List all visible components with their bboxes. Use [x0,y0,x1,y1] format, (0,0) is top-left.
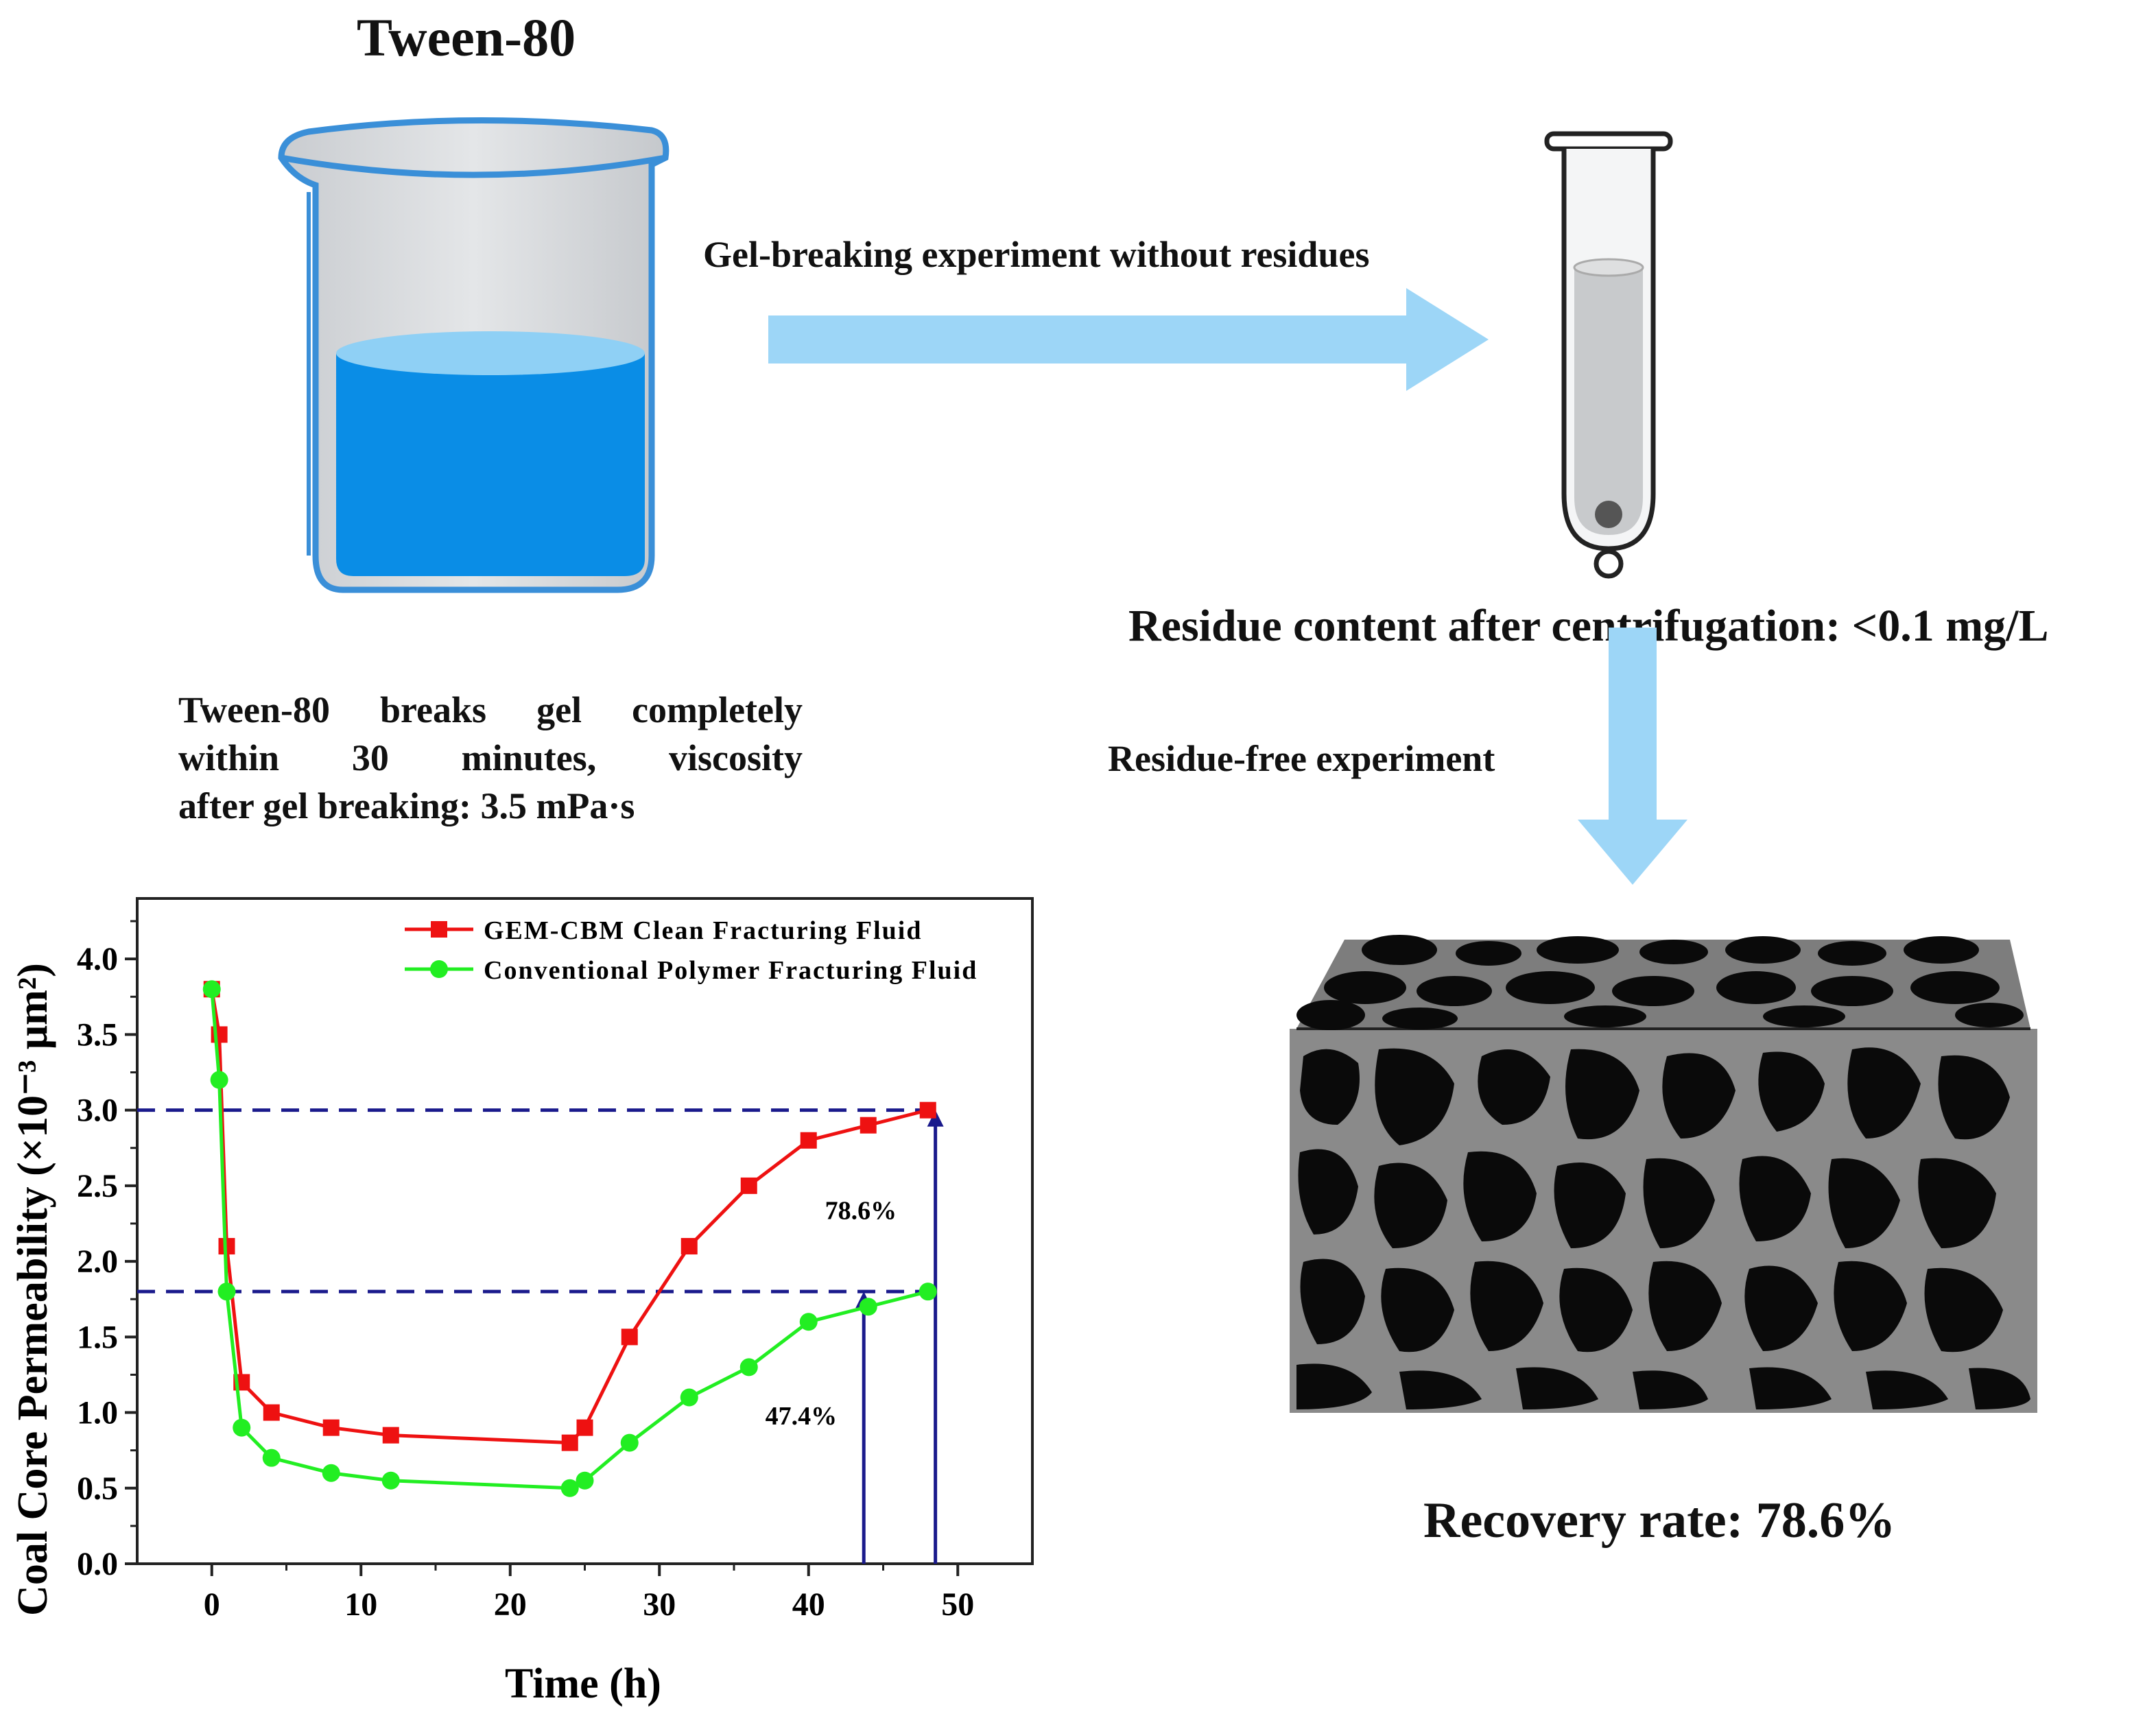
beaker-icon [278,117,670,593]
y-axis-label: Coal Core Permeability (×10⁻³ μm²) [10,963,56,1616]
coal-core-block-icon [1290,935,2037,1413]
series-0-point [800,1132,817,1149]
x-tick-label: 40 [792,1586,825,1623]
y-tick-label: 2.0 [77,1243,118,1280]
series-1-point [560,1479,579,1497]
series-line-0 [210,988,929,1445]
series-0-point [860,1117,877,1134]
legend-marker-1 [430,960,448,978]
x-tick-label: 20 [494,1586,527,1623]
series-1-point [859,1298,877,1316]
residue-content-label: Residue content after centrifugation: <0… [1128,601,2049,651]
y-tick-label: 3.0 [77,1093,118,1129]
series-0-point [621,1328,638,1346]
percent-annotation: 47.4% [766,1402,838,1431]
title-tween-80: Tween-80 [357,8,576,67]
series-1-point [262,1449,281,1467]
test-tube-icon [1544,131,1673,579]
y-tick-label: 4.0 [77,941,118,977]
legend-marker-0 [431,921,447,938]
series-1-point [739,1358,758,1377]
gel-breaking-label: Gel-breaking experiment without residues [703,234,1370,275]
x-tick-label: 30 [643,1586,676,1623]
x-tick-label: 50 [941,1586,974,1623]
x-tick-label: 10 [344,1586,377,1623]
percent-annotation: 78.6% [825,1196,897,1225]
permeability-chart: 0 10 20 30 40 50 0.0 0.5 1.0 1.5 2.0 2.5 3.0 3.5 4.0 7… [10,897,1034,1707]
y-tick-label: 2.5 [77,1168,118,1204]
series-1-point [202,980,221,999]
series-0-point [680,1238,698,1255]
recovery-rate-label: Recovery rate: 78.6% [1423,1492,1896,1549]
tween-desc-line-3: after gel breaking: 3.5 mPa·s [178,785,635,826]
legend-label-1: Conventional Polymer Fracturing Fluid [484,956,978,985]
series-1-point [381,1471,400,1490]
beaker-liquid [336,337,645,576]
beaker-liquid-surface [336,331,645,375]
series-0-point [740,1177,757,1194]
series-0-point [561,1434,578,1451]
series-1-point [799,1313,818,1331]
x-axis-label: Time (h) [505,1660,661,1707]
series-1-point [919,1283,937,1301]
series-0-point [382,1427,399,1444]
series-1-point [210,1071,228,1089]
series-1-point [233,1418,251,1437]
x-tick-label: 0 [204,1586,220,1623]
tween-description: Tween-80 breaks gel completely within 30… [178,686,803,830]
y-tick-label: 3.5 [77,1016,118,1053]
series-0-point [322,1419,340,1436]
series-1-point [620,1433,639,1452]
arrow-right-icon [768,288,1489,391]
tween-desc-line-2: within 30 minutes, viscosity [178,737,803,778]
y-tick-label: 0.0 [77,1546,118,1582]
series-0-point [919,1101,936,1119]
series-0-point [576,1419,593,1436]
tween-desc-line-1: Tween-80 breaks gel completely [178,689,803,730]
arrow-down-icon [1578,628,1687,885]
residue-free-label: Residue-free experiment [1108,738,1495,779]
legend-label-0: GEM-CBM Clean Fracturing Fluid [484,916,922,945]
series-1-point [217,1283,236,1301]
series-0-point [263,1404,280,1421]
y-tick-label: 0.5 [77,1470,118,1507]
series-1-point [576,1471,594,1490]
y-tick-label: 1.0 [77,1395,118,1431]
series-1-point [322,1464,340,1482]
y-tick-label: 1.5 [77,1319,118,1355]
series-1-point [680,1388,698,1407]
